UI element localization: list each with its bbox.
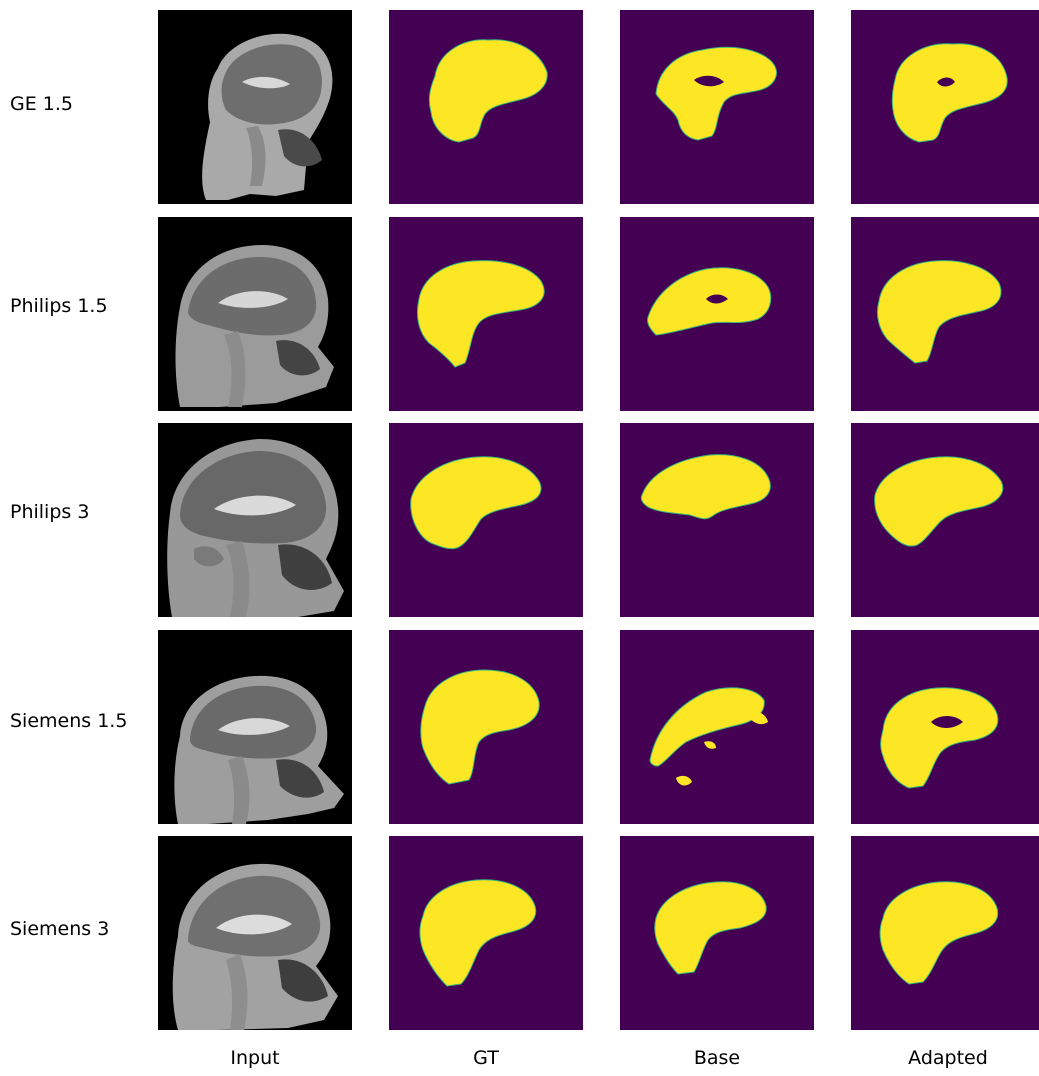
base-mask-image (620, 217, 814, 411)
gt-mask-image (389, 10, 583, 204)
column-label-adapted: Adapted (908, 1047, 988, 1069)
column-label-input: Input (230, 1047, 280, 1069)
row-label-philips-1-5: Philips 1.5 (10, 295, 108, 317)
gt-mask-image (389, 836, 583, 1030)
column-label-base: Base (693, 1047, 741, 1069)
row-label-siemens-3: Siemens 3 (10, 918, 110, 940)
gt-mask-image (389, 423, 583, 617)
gt-mask-image (389, 217, 583, 411)
base-mask-image (620, 423, 814, 617)
column-label-gt: GT (473, 1047, 499, 1069)
base-mask-image (620, 630, 814, 824)
adapted-mask-image (851, 217, 1039, 411)
row-label-siemens-1-5: Siemens 1.5 (10, 710, 128, 732)
mri-input-image (158, 423, 352, 617)
mri-input-image (158, 10, 352, 204)
gt-mask-image (389, 630, 583, 824)
row-label-ge-1-5: GE 1.5 (10, 93, 73, 115)
row-label-philips-3: Philips 3 (10, 501, 90, 523)
adapted-mask-image (851, 836, 1039, 1030)
base-mask-image (620, 836, 814, 1030)
adapted-mask-image (851, 10, 1039, 204)
base-mask-image (620, 10, 814, 204)
mri-input-image (158, 217, 352, 411)
adapted-mask-image (851, 630, 1039, 824)
mri-input-image (158, 836, 352, 1030)
mri-input-image (158, 630, 352, 824)
adapted-mask-image (851, 423, 1039, 617)
